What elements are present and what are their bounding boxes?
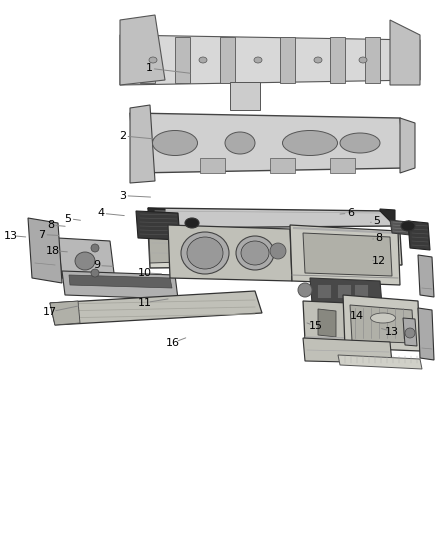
Polygon shape	[149, 236, 242, 263]
Ellipse shape	[225, 132, 255, 154]
Text: 8: 8	[47, 220, 54, 230]
Text: 13: 13	[385, 327, 399, 336]
Polygon shape	[168, 225, 292, 281]
Polygon shape	[408, 221, 430, 250]
Polygon shape	[390, 20, 420, 85]
Ellipse shape	[314, 57, 322, 63]
Text: 9: 9	[93, 261, 100, 270]
Polygon shape	[303, 233, 392, 276]
Text: 17: 17	[43, 307, 57, 317]
Text: 11: 11	[138, 298, 152, 308]
Polygon shape	[343, 295, 420, 351]
Polygon shape	[175, 37, 190, 83]
Circle shape	[91, 244, 99, 252]
Ellipse shape	[340, 133, 380, 153]
Polygon shape	[270, 158, 295, 173]
Ellipse shape	[187, 237, 223, 269]
Polygon shape	[120, 35, 420, 85]
Text: 15: 15	[308, 321, 322, 331]
Polygon shape	[368, 309, 386, 337]
Polygon shape	[418, 255, 434, 297]
Text: 1: 1	[145, 63, 152, 73]
Polygon shape	[330, 158, 355, 173]
Text: 3: 3	[119, 191, 126, 200]
Polygon shape	[380, 209, 395, 226]
Text: 13: 13	[4, 231, 18, 240]
Polygon shape	[230, 82, 260, 110]
Text: 5: 5	[373, 216, 380, 226]
Circle shape	[405, 328, 415, 338]
Polygon shape	[50, 291, 262, 325]
Text: 5: 5	[64, 214, 71, 223]
Bar	[354, 284, 368, 298]
Text: 2: 2	[119, 131, 126, 141]
Polygon shape	[28, 218, 62, 283]
Polygon shape	[50, 301, 80, 325]
Polygon shape	[338, 355, 422, 369]
Text: 7: 7	[38, 230, 45, 239]
Ellipse shape	[181, 232, 229, 274]
Polygon shape	[303, 301, 397, 343]
Polygon shape	[136, 211, 180, 240]
Text: 4: 4	[97, 208, 104, 218]
Polygon shape	[400, 118, 415, 173]
Polygon shape	[403, 318, 417, 346]
Polygon shape	[310, 278, 382, 305]
Text: 6: 6	[347, 208, 354, 218]
Text: 16: 16	[166, 338, 180, 348]
Ellipse shape	[149, 57, 157, 63]
Polygon shape	[69, 275, 172, 288]
Polygon shape	[120, 15, 165, 85]
Ellipse shape	[199, 57, 207, 63]
Ellipse shape	[185, 218, 199, 228]
Text: 12: 12	[372, 256, 386, 266]
Polygon shape	[148, 208, 165, 227]
Polygon shape	[345, 309, 363, 337]
Text: 14: 14	[350, 311, 364, 320]
Polygon shape	[350, 305, 414, 343]
Text: 8: 8	[375, 233, 382, 243]
Ellipse shape	[75, 252, 95, 270]
Circle shape	[270, 243, 286, 259]
Polygon shape	[130, 113, 405, 173]
Polygon shape	[280, 37, 295, 83]
Circle shape	[298, 283, 312, 297]
Polygon shape	[330, 37, 345, 83]
Polygon shape	[140, 37, 155, 83]
Ellipse shape	[254, 57, 262, 63]
Bar	[317, 284, 331, 298]
Polygon shape	[58, 238, 115, 281]
Ellipse shape	[241, 241, 269, 265]
Polygon shape	[390, 37, 405, 83]
Polygon shape	[148, 228, 402, 268]
Polygon shape	[365, 37, 380, 83]
Polygon shape	[148, 208, 395, 228]
Polygon shape	[200, 158, 225, 173]
Ellipse shape	[152, 131, 198, 156]
Bar	[337, 284, 351, 298]
Ellipse shape	[236, 236, 274, 270]
Polygon shape	[303, 338, 392, 363]
Text: 10: 10	[138, 268, 152, 278]
Ellipse shape	[283, 131, 338, 156]
Text: 18: 18	[46, 246, 60, 255]
Polygon shape	[418, 308, 434, 360]
Polygon shape	[290, 225, 400, 285]
Polygon shape	[62, 271, 178, 299]
Polygon shape	[318, 309, 336, 337]
Polygon shape	[220, 37, 235, 83]
Ellipse shape	[401, 221, 415, 231]
Polygon shape	[265, 238, 395, 262]
Polygon shape	[390, 220, 410, 235]
Ellipse shape	[359, 57, 367, 63]
Ellipse shape	[371, 313, 396, 323]
Circle shape	[91, 269, 99, 277]
Polygon shape	[130, 105, 155, 183]
